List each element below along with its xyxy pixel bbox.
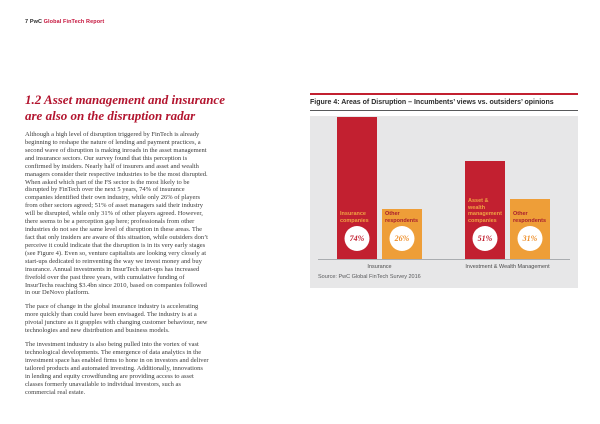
bar-insurance-companies: Insurance companies 74% bbox=[337, 117, 377, 259]
bar-other-respondents: Other respondents 26% bbox=[382, 209, 422, 259]
value-badge: 74% bbox=[344, 226, 370, 251]
bar-label: Insurance companies bbox=[340, 211, 369, 224]
section-title-line2: are also on the disruption radar bbox=[25, 107, 196, 123]
category-label: Investment & Wealth Management bbox=[465, 264, 550, 270]
chart-panel: Source: PwC Global FinTech Survey 2016 I… bbox=[310, 116, 578, 288]
article-paragraph: The investment industry is also being pu… bbox=[25, 341, 209, 396]
page-number: 7 bbox=[25, 19, 29, 25]
figure-4: Figure 4: Areas of Disruption – Incumben… bbox=[310, 93, 578, 288]
category-label: Insurance bbox=[367, 264, 392, 270]
figure-top-rule bbox=[310, 93, 578, 95]
figure-title: Figure 4: Areas of Disruption – Incumben… bbox=[310, 99, 554, 106]
value-badge: 51% bbox=[472, 226, 498, 251]
value-label: 31% bbox=[522, 234, 538, 243]
value-badge: 31% bbox=[517, 226, 543, 251]
bar-other-respondents: Other respondents 31% bbox=[510, 199, 550, 259]
value-label: 74% bbox=[349, 234, 365, 243]
value-label: 26% bbox=[394, 234, 410, 243]
bar-label: Asset & wealth management companies bbox=[468, 198, 502, 224]
section-title: 1.2 Asset management and insurance are a… bbox=[25, 92, 235, 124]
chart-source: Source: PwC Global FinTech Survey 2016 bbox=[318, 274, 421, 280]
article-body: Although a high level of disruption trig… bbox=[25, 131, 209, 403]
page-header: 7 PwC Global FinTech Report bbox=[25, 19, 104, 25]
article-paragraph: The pace of change in the global insuran… bbox=[25, 303, 208, 335]
value-label: 51% bbox=[477, 234, 493, 243]
figure-title-rule bbox=[310, 110, 578, 111]
bar-label: Other respondents bbox=[385, 211, 419, 224]
section-title-line1: 1.2 Asset management and insurance bbox=[25, 92, 225, 107]
x-axis-line bbox=[318, 259, 570, 260]
bar-label: Other respondents bbox=[513, 211, 547, 224]
article-paragraph: Although a high level of disruption trig… bbox=[25, 131, 208, 297]
value-badge: 26% bbox=[389, 226, 415, 251]
bar-asset-wealth-management-companies: Asset & wealth management companies 51% bbox=[465, 161, 505, 259]
report-title: Global FinTech Report bbox=[43, 19, 105, 25]
brand-name: PwC bbox=[29, 19, 43, 25]
